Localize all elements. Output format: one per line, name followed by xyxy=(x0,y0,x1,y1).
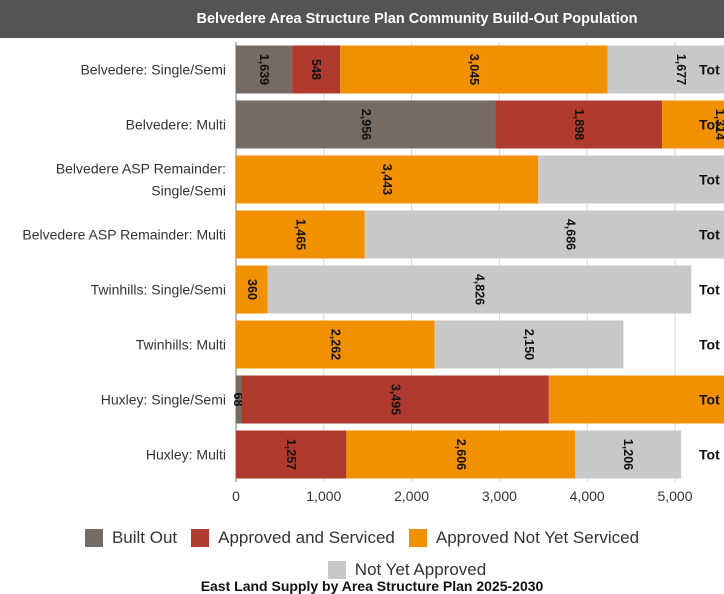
bar-2-2 xyxy=(236,155,539,204)
value-label-5-2: 2,262 xyxy=(328,329,342,360)
bar-6-2 xyxy=(548,375,724,424)
legend: Built Out Approved and Serviced Approved… xyxy=(0,522,724,586)
x-tick-label-3000: 3,000 xyxy=(482,488,517,504)
bar-6-0 xyxy=(236,375,242,424)
legend-label-approved-serviced: Approved and Serviced xyxy=(218,528,395,547)
legend-item-approved-not-serviced: Approved Not Yet Serviced xyxy=(408,528,640,548)
total-label-7: Tot xyxy=(699,447,720,463)
legend-label-not-approved: Not Yet Approved xyxy=(354,560,487,579)
legend-label-approved-not-serviced: Approved Not Yet Serviced xyxy=(435,528,640,547)
value-label-1-2: 1,314 xyxy=(713,109,724,140)
total-label-6: Tot xyxy=(699,392,720,408)
x-tick-label-0: 0 xyxy=(232,488,240,504)
bar-0-1 xyxy=(292,45,341,94)
bar-7-1 xyxy=(236,430,347,479)
legend-row-1: Built Out Approved and Serviced Approved… xyxy=(0,522,724,554)
bar-3-3 xyxy=(364,210,724,259)
legend-swatch-not-approved xyxy=(327,561,346,579)
bar-0-3 xyxy=(607,45,724,94)
legend-row-2: Not Yet Approved xyxy=(0,554,724,586)
total-label-3: Tot xyxy=(699,227,720,243)
category-label-2: Belvedere ASP Remainder: Single/Semi xyxy=(56,161,226,199)
category-label-7: Huxley: Multi xyxy=(146,447,226,463)
value-label-0-3: 1,677 xyxy=(674,54,688,85)
category-label-3: Belvedere ASP Remainder: Multi xyxy=(22,227,226,243)
legend-item-built-out: Built Out xyxy=(84,528,178,548)
bar-5-3 xyxy=(434,320,624,369)
value-label-4-2: 360 xyxy=(245,279,259,300)
bar-0-0 xyxy=(236,45,293,94)
legend-label-built-out: Built Out xyxy=(111,528,178,547)
x-tick-label-1000: 1,000 xyxy=(306,488,341,504)
bar-1-0 xyxy=(236,100,496,149)
category-label-0: Belvedere: Single/Semi xyxy=(80,62,226,78)
value-label-3-2: 1,465 xyxy=(293,219,307,250)
bar-3-2 xyxy=(236,210,365,259)
value-label-3-3: 4,686 xyxy=(563,219,577,250)
bar-4-3 xyxy=(267,265,692,314)
total-label-2: Tot xyxy=(699,172,720,188)
value-label-7-1: 1,257 xyxy=(284,439,298,470)
legend-swatch-approved-serviced xyxy=(191,529,210,547)
bar-7-3 xyxy=(575,430,682,479)
value-label-0-2: 3,045 xyxy=(467,54,481,85)
bar-1-2 xyxy=(662,100,724,149)
value-label-2-2: 3,443 xyxy=(380,164,394,195)
value-label-0-0: 1,639 xyxy=(257,54,271,85)
stacked-bar-chart: 0 1,000 2,000 3,000 4,000 5,000 Belvedere: Sin… xyxy=(22,42,724,504)
x-tick-label-2000: 2,000 xyxy=(394,488,429,504)
value-label-1-1: 1,898 xyxy=(572,109,586,140)
category-label-6: Huxley: Single/Semi xyxy=(101,392,226,408)
value-label-1-0: 2,956 xyxy=(359,109,373,140)
chart-subtitle: East Land Supply by Area Structure Plan … xyxy=(200,578,544,594)
bar-2-3 xyxy=(538,155,724,204)
value-label-5-3: 2,150 xyxy=(522,329,536,360)
legend-item-approved-serviced: Approved and Serviced xyxy=(191,528,395,548)
category-label-5: Twinhills: Multi xyxy=(136,337,226,353)
legend-swatch-approved-not-serviced xyxy=(408,529,427,547)
total-label-5: Tot xyxy=(699,337,720,353)
value-label-7-2: 2,606 xyxy=(454,439,468,470)
value-label-6-1: 3,495 xyxy=(388,384,402,415)
total-label-1: Tot xyxy=(699,117,720,133)
legend-item-not-approved: Not Yet Approved xyxy=(327,560,487,580)
total-label-4: Tot xyxy=(699,282,720,298)
value-label-7-3: 1,206 xyxy=(621,439,635,470)
value-label-0-1: 548 xyxy=(309,59,323,80)
bar-4-2 xyxy=(236,265,268,314)
bar-6-1 xyxy=(241,375,549,424)
legend-swatch-built-out xyxy=(84,529,103,547)
category-label-4: Twinhills: Single/Semi xyxy=(91,282,226,298)
x-tick-label-4000: 4,000 xyxy=(570,488,605,504)
total-label-0: Tot xyxy=(699,62,720,78)
bar-5-2 xyxy=(236,320,435,369)
value-label-6-0: 68 xyxy=(231,393,245,407)
category-label-1: Belvedere: Multi xyxy=(126,117,226,133)
bar-7-2 xyxy=(346,430,576,479)
bar-0-2 xyxy=(340,45,608,94)
x-tick-label-5000: 5,000 xyxy=(657,488,692,504)
value-label-4-3: 4,826 xyxy=(472,274,486,305)
chart-title: Belvedere Area Structure Plan Community … xyxy=(0,0,724,38)
bar-1-1 xyxy=(495,100,663,149)
